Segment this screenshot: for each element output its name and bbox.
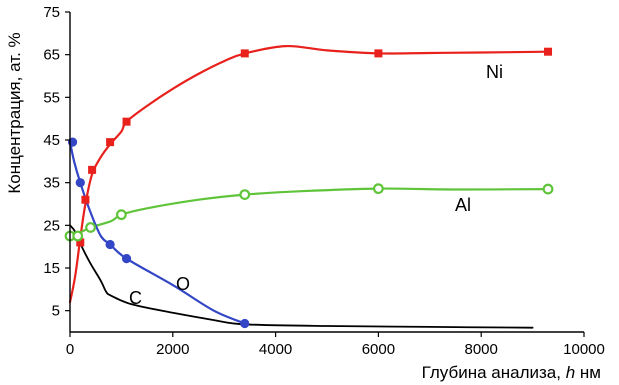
y-tick-label-45: 45: [43, 132, 60, 149]
x-tick-label-4000: 4000: [259, 341, 292, 358]
x-axis-title-variable: h: [566, 363, 575, 382]
series-label-o: O: [176, 274, 190, 294]
series-line-ni: [68, 44, 550, 304]
data-point-o-1: [75, 178, 85, 188]
y-tick-label-65: 65: [43, 47, 60, 64]
data-point-al-5: [373, 183, 384, 195]
y-tick-label-55: 55: [43, 89, 60, 106]
data-point-al-3: [115, 209, 127, 221]
y-ticks: 5 15 25 35 45 55 65 75: [43, 4, 70, 320]
series-label-c: C: [129, 288, 142, 308]
x-axis-title-unit: нм: [575, 363, 601, 382]
x-axis-title-prefix: Глубина анализа,: [422, 363, 566, 382]
x-axis-title: Глубина анализа, h нм: [422, 363, 601, 382]
x-ticks: 0 2000 4000 6000 8000 10000: [66, 332, 605, 358]
x-tick-label-6000: 6000: [362, 341, 395, 358]
y-axis-title: Концентрация, ат. %: [5, 32, 24, 193]
data-point-o-2: [105, 239, 115, 250]
data-point-o-4: [240, 318, 250, 329]
data-point-ni-2: [88, 165, 97, 174]
series-label-al: Al: [455, 195, 471, 215]
y-tick-label-25: 25: [43, 217, 60, 234]
series-line-o: [68, 141, 246, 325]
x-tick-label-0: 0: [66, 341, 74, 358]
data-point-ni-1: [81, 195, 90, 204]
data-point-al-4: [239, 189, 251, 201]
data-point-ni-0: [76, 238, 85, 247]
data-point-ni-3: [106, 138, 115, 147]
y-tick-label-75: 75: [43, 4, 60, 21]
data-point-ni-6: [374, 49, 383, 58]
series-line-c: [69, 224, 534, 329]
data-point-ni-4: [122, 117, 131, 126]
x-tick-label-10000: 10000: [563, 341, 605, 358]
data-point-al-6: [542, 183, 554, 195]
series-label-ni: Ni: [486, 62, 503, 82]
y-tick-label-15: 15: [43, 260, 60, 277]
x-tick-label-8000: 8000: [465, 341, 498, 358]
data-point-ni-5: [240, 49, 249, 58]
y-tick-label-35: 35: [43, 175, 60, 192]
series-layer: [64, 44, 554, 329]
data-point-al-1: [72, 230, 84, 242]
data-point-ni-7: [544, 47, 553, 56]
y-tick-label-5: 5: [52, 303, 60, 320]
data-point-o-3: [121, 254, 132, 264]
data-point-al-2: [85, 222, 96, 233]
x-tick-label-2000: 2000: [156, 341, 189, 358]
series-line-al: [68, 187, 550, 238]
